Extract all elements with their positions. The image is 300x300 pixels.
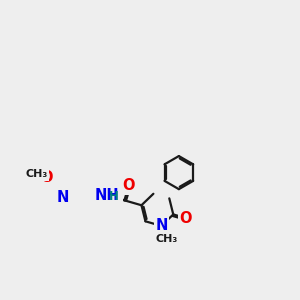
- Text: H: H: [109, 190, 119, 202]
- Text: O: O: [122, 178, 135, 194]
- Text: O: O: [179, 211, 192, 226]
- Text: NH: NH: [95, 188, 120, 203]
- Text: N: N: [155, 218, 167, 233]
- Text: CH₃: CH₃: [26, 169, 48, 179]
- Text: O: O: [40, 170, 52, 185]
- Text: N: N: [56, 190, 69, 205]
- Text: CH₃: CH₃: [155, 233, 177, 244]
